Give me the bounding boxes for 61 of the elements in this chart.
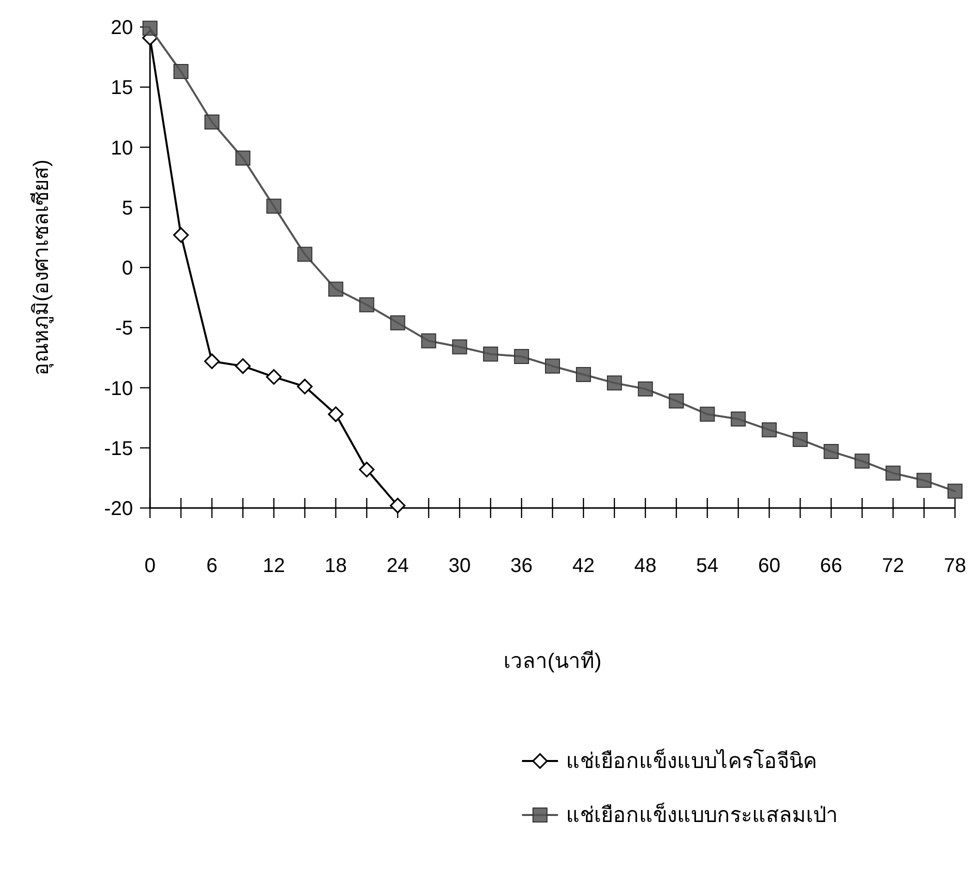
- x-tick-label: 24: [386, 555, 409, 577]
- legend-label: แช่เยือกแข็งแบบไครโอจีนิค: [566, 747, 817, 773]
- point: [452, 339, 468, 354]
- y-tick-label: -15: [104, 438, 133, 460]
- y-axis-title: อุณหภูมิ(องศาเซลเซียส): [30, 160, 54, 376]
- point: [545, 358, 560, 374]
- point: [700, 406, 715, 422]
- x-tick-label: 0: [144, 555, 156, 577]
- x-tick-label: 42: [572, 555, 595, 577]
- x-tick-label: 12: [262, 555, 285, 577]
- x-tick-label: 60: [758, 555, 780, 577]
- y-tick-label: 10: [110, 137, 133, 160]
- point: [948, 484, 962, 499]
- point: [390, 315, 406, 330]
- y-tick-label: -5: [115, 318, 133, 340]
- point: [358, 462, 375, 478]
- x-tick-label: 54: [696, 555, 718, 577]
- point: [204, 114, 220, 130]
- point: [606, 375, 622, 390]
- x-tick-label: 6: [206, 555, 218, 577]
- point: [266, 198, 282, 214]
- point: [235, 150, 250, 166]
- point: [483, 346, 498, 362]
- legend-label: แช่เยือกแข็งแบบกระแสลมเป่า: [566, 801, 838, 827]
- point: [916, 472, 932, 488]
- x-tick-label: 18: [324, 555, 347, 577]
- y-tick-label: 15: [110, 77, 133, 100]
- y-tick-label: 0: [122, 258, 133, 280]
- y-tick-label: -20: [104, 498, 133, 520]
- x-tick-label: 78: [944, 555, 966, 577]
- x-axis-title: เวลา(นาที): [504, 650, 602, 673]
- y-tick-label: -10: [104, 378, 133, 400]
- point: [173, 64, 188, 79]
- x-tick-label: 66: [820, 555, 842, 577]
- point: [762, 422, 777, 438]
- point: [142, 20, 158, 36]
- point: [886, 466, 901, 481]
- point: [297, 246, 312, 262]
- point: [576, 367, 591, 382]
- y-tick-label: 5: [122, 197, 133, 220]
- point: [514, 348, 530, 364]
- point: [730, 412, 746, 427]
- point: [792, 432, 808, 447]
- point: [854, 454, 870, 469]
- x-tick-label: 30: [448, 555, 471, 577]
- point: [266, 369, 282, 385]
- point: [297, 378, 313, 394]
- point: [668, 393, 684, 408]
- point: [204, 353, 220, 370]
- x-tick-label: 72: [882, 555, 904, 577]
- point: [235, 358, 251, 374]
- point: [638, 381, 653, 396]
- point: [328, 406, 344, 422]
- point: [421, 333, 436, 348]
- x-tick-label: 48: [634, 555, 657, 577]
- point: [824, 444, 839, 459]
- point: [359, 297, 374, 312]
- point: [328, 282, 344, 297]
- x-tick-label: 36: [510, 555, 533, 577]
- y-tick-label: 20: [110, 17, 133, 39]
- point: [173, 227, 189, 243]
